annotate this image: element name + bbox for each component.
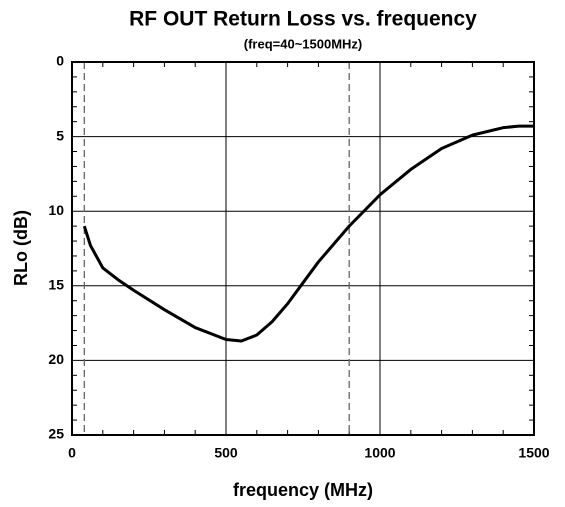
x-axis-label: frequency (MHz) <box>233 480 373 500</box>
y-tick-label: 25 <box>48 426 64 442</box>
y-tick-label: 15 <box>48 277 64 293</box>
y-axis-label: RLo (dB) <box>11 210 31 286</box>
chart-subtitle: (freq=40~1500MHz) <box>244 36 363 51</box>
plot-frame <box>71 61 535 436</box>
y-tick-label: 5 <box>56 127 64 143</box>
y-tick-label: 0 <box>56 53 64 69</box>
x-tick-label: 1500 <box>518 445 549 461</box>
y-tick-label: 20 <box>48 351 64 367</box>
chart-title: RF OUT Return Loss vs. frequency <box>129 8 477 31</box>
y-tick-label: 10 <box>48 202 64 218</box>
x-tick-label: 1000 <box>364 445 395 461</box>
data-line <box>82 124 534 343</box>
x-tick-label: 500 <box>214 445 238 461</box>
x-tick-label: 0 <box>68 445 76 461</box>
